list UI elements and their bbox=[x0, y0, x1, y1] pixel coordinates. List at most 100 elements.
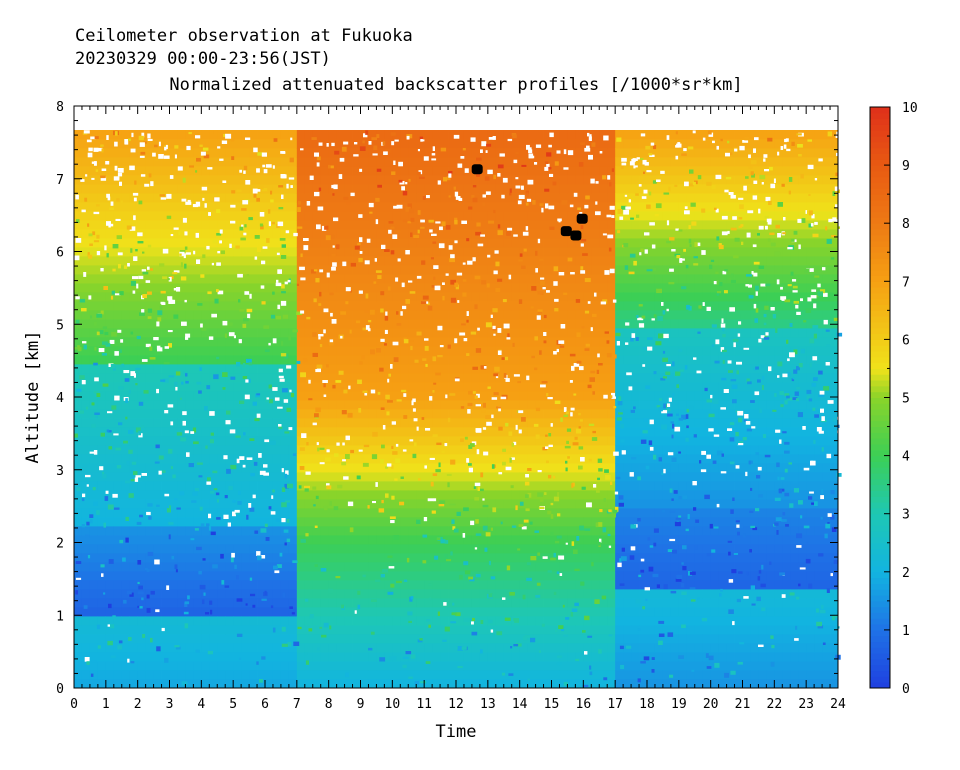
heatmap-cell bbox=[105, 616, 115, 626]
heatmap-cell bbox=[670, 319, 680, 329]
heatmap-cell bbox=[551, 499, 560, 509]
heatmap-cell bbox=[639, 175, 648, 185]
heatmap-cell bbox=[432, 616, 441, 626]
heatmap-cell bbox=[81, 247, 91, 257]
heatmap-cell bbox=[272, 139, 282, 149]
heatmap-cell bbox=[257, 157, 266, 167]
heatmap-cell bbox=[217, 535, 226, 545]
heatmap-cell bbox=[336, 427, 345, 437]
heatmap-cell bbox=[575, 319, 584, 329]
heatmap-cell bbox=[352, 589, 361, 599]
heatmap-cell bbox=[201, 391, 210, 401]
heatmap-cell bbox=[81, 175, 91, 185]
heatmap-cell bbox=[591, 364, 600, 374]
heatmap-cell bbox=[288, 616, 298, 626]
heatmap-cell bbox=[257, 427, 266, 437]
heatmap-cell bbox=[217, 301, 226, 311]
heatmap-cell bbox=[169, 373, 178, 383]
heatmap-cell bbox=[400, 310, 409, 320]
heatmap-cell bbox=[296, 328, 306, 338]
heatmap-cell bbox=[456, 445, 465, 455]
heatmap-cell bbox=[193, 427, 202, 437]
heatmap-cell bbox=[312, 400, 322, 410]
heatmap-cell bbox=[591, 328, 600, 338]
heatmap-cell bbox=[702, 274, 712, 284]
heatmap-cell bbox=[463, 544, 473, 554]
heatmap-cell bbox=[416, 310, 425, 320]
heatmap-cell bbox=[233, 580, 242, 590]
heatmap-cell bbox=[615, 679, 624, 689]
heatmap-cell bbox=[694, 202, 704, 212]
heatmap-cell bbox=[145, 643, 154, 653]
heatmap-cell bbox=[217, 400, 226, 410]
heatmap-cell bbox=[607, 562, 616, 572]
heatmap-cell bbox=[694, 616, 704, 626]
heatmap-cell bbox=[352, 661, 361, 671]
heatmap-cell bbox=[217, 409, 226, 419]
heatmap-cell bbox=[575, 310, 584, 320]
heatmap-cell bbox=[487, 301, 497, 311]
heatmap-cell bbox=[479, 148, 489, 158]
heatmap-cell bbox=[257, 364, 266, 374]
heatmap-cell bbox=[567, 562, 576, 572]
heatmap-cell bbox=[535, 364, 544, 374]
heatmap-cell bbox=[113, 355, 123, 365]
heatmap-cell bbox=[511, 571, 521, 581]
heatmap-cell bbox=[217, 283, 226, 293]
heatmap-cell bbox=[686, 652, 696, 662]
heatmap-cell bbox=[241, 139, 250, 149]
heatmap-cell bbox=[567, 382, 576, 392]
heatmap-cell bbox=[694, 175, 704, 185]
heatmap-cell bbox=[694, 508, 704, 518]
heatmap-cell bbox=[81, 220, 91, 230]
heatmap-cell bbox=[121, 166, 131, 176]
heatmap-cell bbox=[376, 643, 385, 653]
heatmap-cell bbox=[97, 499, 107, 509]
heatmap-cell bbox=[312, 130, 322, 140]
heatmap-cell bbox=[129, 337, 139, 347]
heatmap-cell bbox=[360, 292, 369, 302]
heatmap-cell bbox=[257, 598, 266, 608]
heatmap-cell bbox=[129, 625, 139, 635]
heatmap-cell bbox=[272, 661, 282, 671]
heatmap-cell bbox=[654, 634, 664, 644]
heatmap-cell bbox=[400, 220, 409, 230]
heatmap-cell bbox=[161, 364, 170, 374]
heatmap-cell bbox=[185, 535, 194, 545]
heatmap-cell bbox=[392, 130, 401, 140]
heatmap-cell bbox=[623, 625, 632, 635]
heatmap-cell bbox=[137, 508, 147, 518]
heatmap-cell bbox=[408, 193, 417, 203]
heatmap-cell bbox=[519, 625, 529, 635]
heatmap-cell bbox=[639, 202, 648, 212]
heatmap-cell bbox=[440, 184, 449, 194]
heatmap-cell bbox=[575, 508, 584, 518]
heatmap-cell bbox=[145, 301, 154, 311]
heatmap-cell bbox=[312, 670, 322, 680]
heatmap-cell bbox=[249, 319, 258, 329]
heatmap-cell bbox=[623, 391, 632, 401]
heatmap-cell bbox=[448, 337, 457, 347]
heatmap-cell bbox=[265, 256, 274, 266]
heatmap-cell bbox=[607, 616, 616, 626]
heatmap-cell bbox=[463, 229, 473, 239]
heatmap-cell bbox=[694, 427, 704, 437]
heatmap-cell bbox=[320, 499, 330, 509]
heatmap-cell bbox=[376, 256, 385, 266]
heatmap-cell bbox=[296, 517, 306, 527]
heatmap-cell bbox=[392, 427, 401, 437]
heatmap-cell bbox=[328, 445, 338, 455]
heatmap-cell bbox=[678, 139, 688, 149]
heatmap-cell bbox=[352, 157, 361, 167]
heatmap-cell bbox=[209, 283, 218, 293]
heatmap-cell bbox=[113, 238, 123, 248]
heatmap-cell bbox=[670, 256, 680, 266]
heatmap-cell bbox=[702, 508, 712, 518]
heatmap-cell bbox=[344, 364, 353, 374]
heatmap-cell bbox=[185, 211, 194, 221]
heatmap-cell bbox=[448, 634, 457, 644]
heatmap-cell bbox=[233, 481, 242, 491]
heatmap-cell bbox=[535, 661, 544, 671]
heatmap-cell bbox=[217, 382, 226, 392]
heatmap-cell bbox=[336, 445, 345, 455]
